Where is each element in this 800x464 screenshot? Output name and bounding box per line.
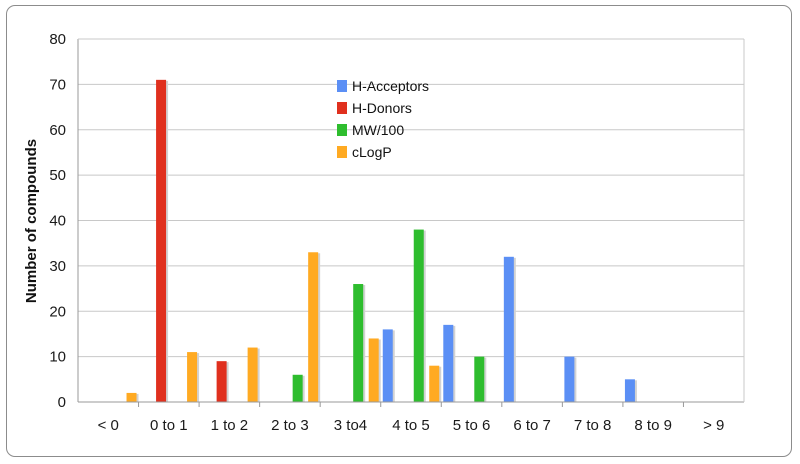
legend-swatch — [337, 124, 347, 136]
legend-label: MW/100 — [352, 122, 404, 138]
x-tick-label: 8 to 9 — [634, 417, 672, 434]
chart-frame — [6, 5, 792, 457]
x-tick-label: 6 to 7 — [513, 417, 551, 434]
y-axis-label: Number of compounds — [23, 139, 40, 303]
bar-mw-100 — [353, 284, 364, 402]
y-tick-label: 0 — [58, 394, 66, 411]
y-tick-label: 80 — [49, 31, 66, 48]
y-tick-label: 50 — [49, 167, 66, 184]
bar-h-acceptors — [443, 324, 454, 402]
bar-clogp — [368, 338, 379, 402]
legend-label: cLogP — [352, 144, 392, 160]
bar-clogp — [308, 252, 319, 402]
x-tick-label: 1 to 2 — [211, 417, 249, 434]
y-tick-labels: 0 10 20 30 40 50 60 70 80 — [49, 31, 66, 411]
bar-clogp — [247, 347, 258, 402]
x-tick-label: 0 to 1 — [150, 417, 188, 434]
x-tick-label: 4 to 5 — [392, 417, 430, 434]
y-tick-label: 60 — [49, 122, 66, 139]
bar-h-acceptors — [503, 256, 514, 402]
x-tick-label: 2 to 3 — [271, 417, 309, 434]
y-tick-label: 10 — [49, 349, 66, 366]
x-tick-label: > 9 — [703, 417, 724, 434]
bar-mw-100 — [292, 374, 303, 402]
bar-mw-100 — [474, 356, 485, 402]
y-tick-label: 30 — [49, 258, 66, 275]
x-tick-label: 7 to 8 — [574, 417, 612, 434]
axes — [77, 38, 745, 407]
x-tick-labels: < 0 0 to 1 1 to 2 2 to 3 3 to4 4 to 5 5 to 6 6 … — [98, 417, 725, 434]
y-tick-label: 70 — [49, 76, 66, 93]
bar-h-donors — [156, 79, 167, 403]
bar-h-acceptors — [382, 329, 393, 402]
legend-swatch — [337, 102, 347, 114]
legend-label: H-Donors — [352, 100, 412, 116]
bars — [126, 79, 637, 403]
legend: H-Acceptors H-Donors MW/100 cLogP — [337, 78, 429, 160]
x-tick-label: 5 to 6 — [453, 417, 491, 434]
bar-clogp — [429, 365, 440, 402]
legend-swatch — [337, 80, 347, 92]
bar-h-acceptors — [564, 356, 575, 402]
y-tick-label: 20 — [49, 303, 66, 320]
x-tick-label: < 0 — [98, 417, 119, 434]
y-tick-label: 40 — [49, 213, 66, 230]
bar-clogp — [187, 352, 198, 402]
legend-label: H-Acceptors — [352, 78, 429, 94]
bar-clogp — [126, 392, 137, 402]
x-tick-label: 3 to4 — [334, 417, 367, 434]
bar-h-donors — [216, 361, 227, 402]
legend-swatch — [337, 146, 347, 158]
bar-h-acceptors — [624, 379, 635, 402]
bar-mw-100 — [413, 229, 424, 402]
